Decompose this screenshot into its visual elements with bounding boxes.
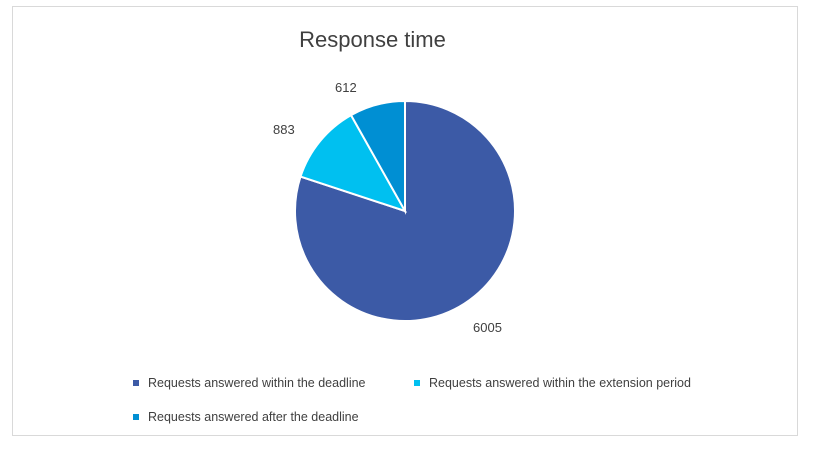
legend-swatch [133, 380, 139, 386]
data-label-extension-period: 883 [273, 122, 295, 137]
legend-item-extension-period: Requests answered within the extension p… [414, 376, 691, 390]
legend-label: Requests answered within the extension p… [429, 376, 691, 390]
slice-after-deadline [349, 99, 406, 215]
data-label-after-deadline: 612 [335, 80, 357, 95]
chart-title: Response time [299, 27, 446, 52]
legend-item-after-deadline: Requests answered after the deadline [133, 410, 359, 424]
legend-item-within-deadline: Requests answered within the deadline [133, 376, 366, 390]
legend-label: Requests answered after the deadline [148, 410, 359, 424]
legend-swatch [414, 380, 420, 386]
legend-swatch [133, 414, 139, 420]
data-label-within-deadline: 6005 [473, 320, 502, 335]
legend-label: Requests answered within the deadline [148, 376, 366, 390]
slice-extension-period [299, 113, 408, 213]
